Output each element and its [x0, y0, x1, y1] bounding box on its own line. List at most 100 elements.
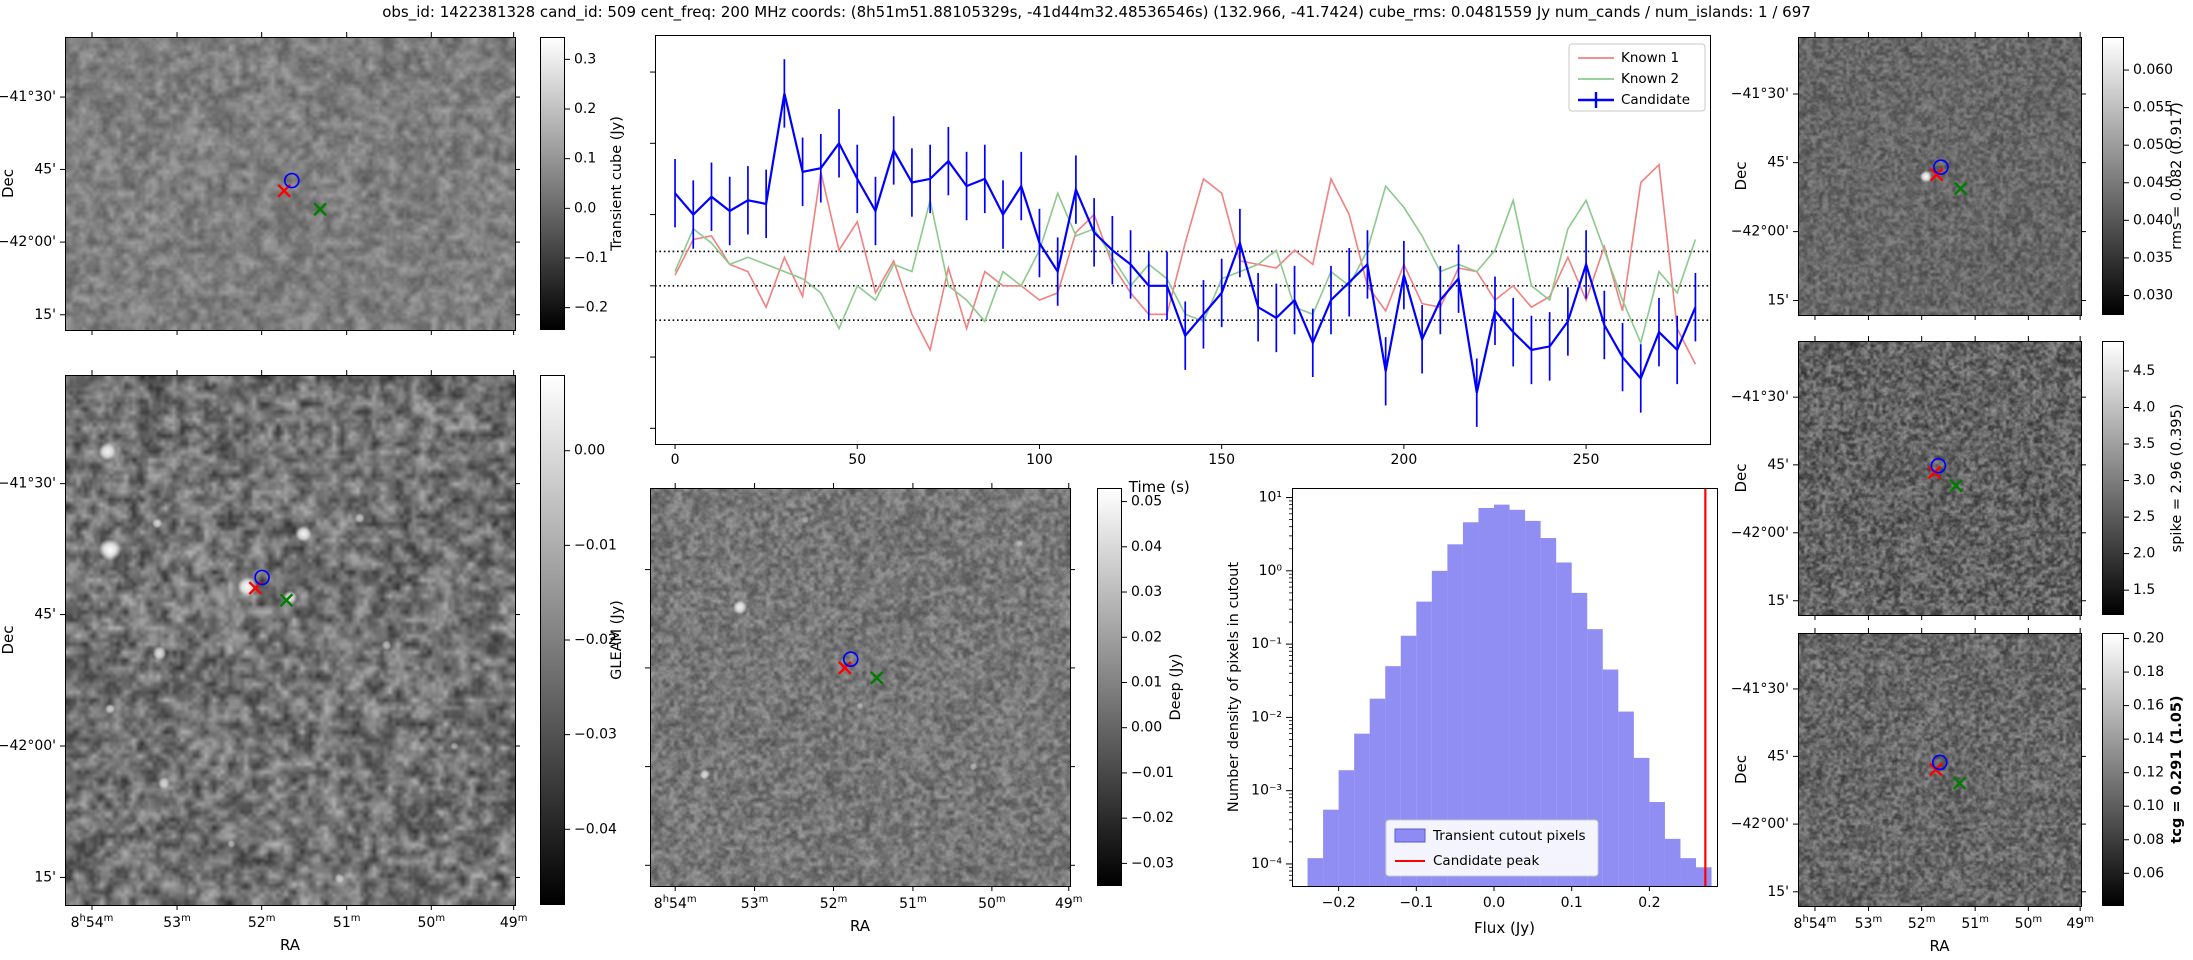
ra-tick-label: 51m — [899, 894, 927, 912]
candidate-circle-marker — [1931, 754, 1948, 771]
lightcurve-series-candidate — [674, 93, 1697, 393]
density-tick-label: 10⁰ — [1259, 563, 1283, 579]
rms-colorbar-label: rms = 0.082 (0.917) — [2169, 102, 2185, 250]
colorbar-tick-label: −0.01 — [1131, 765, 1174, 781]
ra-tick-label: 53m — [163, 913, 191, 931]
dec-tick-label: 15' — [34, 307, 56, 323]
dec-tick-label: 45' — [1767, 748, 1789, 764]
colorbar-tick-label: −0.01 — [574, 537, 617, 553]
density-tick-label: 10⁻⁴ — [1251, 856, 1282, 872]
dec-tick-label: −42°00' — [0, 738, 56, 754]
colorbar-tick-label: 0.2 — [574, 101, 596, 117]
colorbar-tick-label: 0.01 — [1131, 674, 1162, 690]
density-tick-label: 10¹ — [1259, 490, 1282, 506]
colorbar-tick-label: 0.055 — [2133, 100, 2173, 116]
ra-tick-label: 8h54m — [1794, 914, 1837, 932]
histogram-bar — [1571, 592, 1588, 886]
known-source-marker — [869, 670, 884, 685]
dec-tick-label: 15' — [1767, 884, 1789, 900]
colorbar-tick-label: −0.04 — [574, 821, 617, 837]
legend-entry-label: Transient cutout pixels — [1432, 828, 1586, 844]
histogram-bar — [1431, 570, 1448, 886]
dec-tick-label: −41°30' — [0, 89, 56, 105]
deep-xlabel: RA — [850, 917, 871, 935]
deep-panel-border — [650, 488, 1071, 887]
time-tick-label: 250 — [1573, 452, 1600, 468]
histogram-bar — [1696, 867, 1712, 886]
deep-image — [650, 488, 1070, 886]
histogram-bar — [1556, 562, 1572, 886]
ra-tick-label: 52m — [248, 913, 276, 931]
ra-tick-label: 50m — [418, 913, 446, 931]
tcg-colorbar-axis: 0.20 0.18 0.16 0.14 0.12 0.10 0.08 0.06 tcg = 0.… — [2124, 631, 2185, 881]
ra-tick-label: 53m — [741, 894, 769, 912]
dec-tick-label: 45' — [34, 161, 56, 177]
rms-panel-border — [1798, 37, 2082, 316]
tcg-colorbar-label: tcg = 0.291 (1.05) — [2169, 695, 2185, 843]
candidate-circle-marker — [1933, 159, 1949, 175]
transient-panel-border — [65, 37, 516, 331]
time-tick-label: 0 — [671, 452, 680, 468]
flux-tick-label: 0.1 — [1561, 895, 1583, 911]
dec-tick-label: −42°00' — [0, 234, 56, 250]
gleam-colorbar-label: GLEAM (Jy) — [609, 600, 625, 680]
ra-tick-label: 53m — [1855, 914, 1883, 932]
histogram-bar — [1462, 522, 1479, 886]
histogram-bar — [1307, 858, 1324, 886]
colorbar-tick-label: 0.1 — [574, 151, 596, 167]
ra-tick-label: 51m — [1961, 914, 1989, 932]
tcg-panel-border — [1798, 633, 2082, 907]
colorbar-tick-label: 0.02 — [1131, 629, 1162, 645]
colorbar-tick-label: 0.03 — [1131, 584, 1162, 600]
colorbar-tick-label: 0.00 — [1131, 720, 1162, 736]
histogram-bar — [1525, 520, 1541, 886]
histogram-bar — [1338, 770, 1355, 886]
ra-tick-label: 52m — [1908, 914, 1936, 932]
candidate-position-marker — [838, 661, 852, 675]
lightcurve-panel: 0 50 100 150 200 250 Time (s) Known 1 Known 2 Can… — [650, 35, 1711, 496]
tcg-ylabel: Dec — [1732, 755, 1750, 784]
histogram-bar — [1618, 711, 1634, 886]
dec-tick-label: 45' — [1767, 155, 1789, 171]
flux-tick-label: −0.1 — [1399, 895, 1433, 911]
colorbar-tick-label: 0.06 — [2133, 865, 2164, 881]
gleam-panel-border — [65, 375, 516, 906]
colorbar-tick-label: −0.03 — [1131, 855, 1174, 871]
transient-colorbar-axis: 0.3 0.2 0.1 0.0 −0.1 −0.2 Transient cube (Jy) — [565, 51, 625, 316]
time-tick-label: 50 — [848, 452, 866, 468]
time-tick-label: 100 — [1026, 452, 1053, 468]
dec-tick-label: −41°30' — [1731, 389, 1789, 405]
density-tick-label: 10⁻³ — [1251, 783, 1282, 799]
candidate-circle-marker — [1930, 457, 1947, 474]
spike-colorbar-axis: 4.5 4.0 3.5 3.0 2.5 2.0 1.5 spike = 2.96 (0.395… — [2124, 363, 2185, 598]
dec-tick-label: −42°00' — [1731, 224, 1789, 240]
flux-tick-label: −0.2 — [1322, 895, 1356, 911]
histogram-bar — [1416, 601, 1432, 886]
dec-tick-label: −42°00' — [1731, 816, 1789, 832]
transient-cube-image — [65, 37, 515, 330]
colorbar-tick-label: 0.10 — [2133, 798, 2164, 814]
dec-tick-label: −42°00' — [1731, 525, 1789, 541]
colorbar-tick-label: 2.5 — [2133, 509, 2155, 525]
colorbar-tick-label: 0.12 — [2133, 765, 2164, 781]
flux-tick-label: 0.2 — [1638, 895, 1660, 911]
colorbar-tick-label: 1.5 — [2133, 582, 2155, 598]
lightcurve-legend: Known 1 Known 2 Candidate — [1568, 43, 1706, 112]
gleam-colorbar-axis: 0.00 −0.01 −0.02 −0.03 −0.04 GLEAM (Jy) — [565, 443, 625, 837]
colorbar-tick-label: 0.14 — [2133, 731, 2164, 747]
spike-colorbar — [2102, 341, 2124, 615]
spike-panel-border — [1798, 341, 2082, 616]
gleam-colorbar — [540, 375, 565, 905]
dec-tick-label: −41°30' — [1731, 681, 1789, 697]
legend-entry-label: Known 2 — [1621, 71, 1679, 87]
colorbar-tick-label: 0.035 — [2133, 250, 2173, 266]
figure-title: obs_id: 1422381328 cand_id: 509 cent_fre… — [382, 3, 1811, 21]
tcg-xlabel: RA — [1929, 937, 1950, 955]
ra-tick-label: 49m — [2066, 914, 2094, 932]
ra-tick-label: 49m — [1055, 894, 1083, 912]
lightcurve-plot-box — [655, 35, 1711, 445]
legend-entry-label: Candidate peak — [1433, 853, 1539, 869]
candidate-circle-marker — [283, 172, 300, 189]
flux-tick-label: 0.0 — [1483, 895, 1505, 911]
colorbar-tick-label: 3.5 — [2133, 436, 2155, 452]
